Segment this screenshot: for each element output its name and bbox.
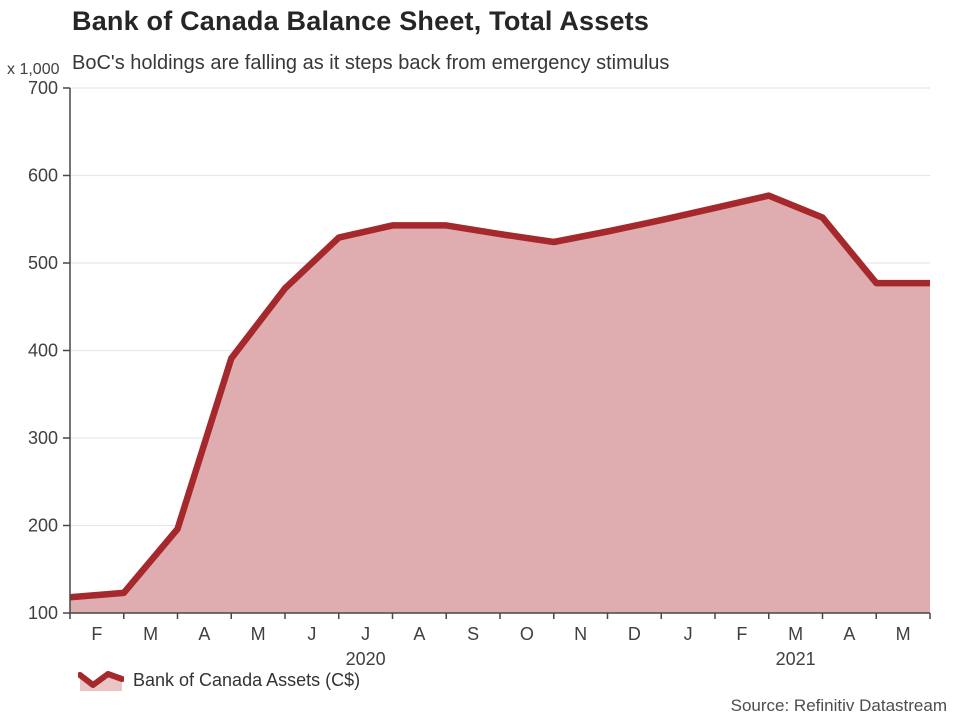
chart-subtitle: BoC's holdings are falling as it steps b… — [72, 52, 670, 74]
x-month-label: M — [896, 624, 911, 644]
y-tick-label: 100 — [28, 603, 58, 623]
legend-swatch-icon — [78, 671, 124, 691]
y-tick-label: 700 — [28, 78, 58, 98]
x-month-label: J — [684, 624, 693, 644]
y-tick-label: 500 — [28, 253, 58, 273]
x-month-label: J — [361, 624, 370, 644]
x-month-label: S — [467, 624, 479, 644]
x-month-label: A — [843, 624, 855, 644]
source-credit: Source: Refinitiv Datastream — [730, 696, 947, 715]
area-fill — [70, 195, 930, 613]
x-month-label: O — [520, 624, 534, 644]
y-tick-label: 200 — [28, 516, 58, 536]
x-month-label: F — [91, 624, 102, 644]
x-month-label: A — [413, 624, 425, 644]
x-year-label: 2021 — [776, 649, 816, 669]
y-tick-label: 300 — [28, 428, 58, 448]
x-month-label: D — [628, 624, 641, 644]
chart-title: Bank of Canada Balance Sheet, Total Asse… — [72, 6, 650, 36]
x-month-label: A — [198, 624, 210, 644]
y-tick-label: 600 — [28, 166, 58, 186]
x-month-label: M — [143, 624, 158, 644]
series-line — [69, 192, 930, 601]
legend-label: Bank of Canada Assets (C$) — [133, 670, 361, 690]
x-month-label: M — [251, 624, 266, 644]
y-axis-unit-label: x 1,000 — [7, 61, 60, 78]
x-month-label: F — [736, 624, 747, 644]
x-month-label: M — [788, 624, 803, 644]
legend-swatch-line — [78, 671, 124, 688]
x-month-label: N — [574, 624, 587, 644]
x-month-label: J — [307, 624, 316, 644]
y-tick-label: 400 — [28, 341, 58, 361]
legend: Bank of Canada Assets (C$) — [78, 668, 360, 693]
x-year-label: 2020 — [346, 649, 386, 669]
